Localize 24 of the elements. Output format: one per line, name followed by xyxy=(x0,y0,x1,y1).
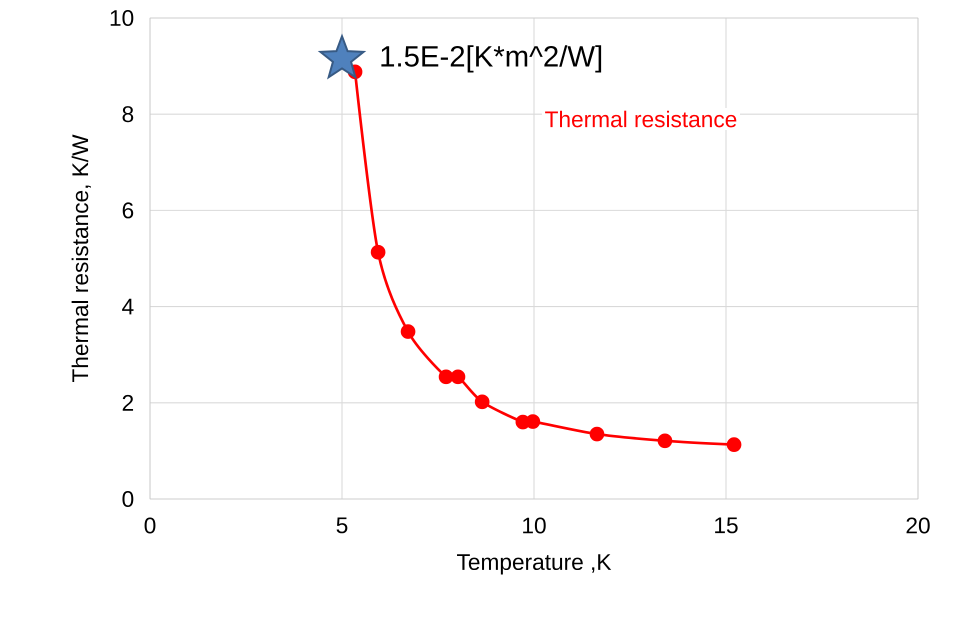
point xyxy=(438,369,454,384)
y-tick-label: 6 xyxy=(122,202,134,218)
annotation: 1.5E-2[K*m^2/W] xyxy=(381,45,602,73)
y-axis-title: Thermal resistance, K/W xyxy=(72,134,91,382)
y-tick-label: 8 xyxy=(122,106,134,122)
x-tick-label: 5 xyxy=(336,517,348,534)
point xyxy=(658,433,672,448)
point xyxy=(400,324,416,339)
point xyxy=(590,426,604,442)
text: Thermal resistance xyxy=(545,110,736,128)
x-tick-label: 0 xyxy=(144,517,156,534)
y-tick-label: 10 xyxy=(110,10,134,26)
point xyxy=(450,369,466,384)
point xyxy=(526,414,540,429)
point xyxy=(726,437,742,452)
x-tick-label: 20 xyxy=(906,517,930,534)
x-axis-title: Temperature ,K xyxy=(457,554,612,575)
point xyxy=(474,394,490,410)
point xyxy=(370,244,386,260)
y-tick-label: 0 xyxy=(122,490,134,508)
x-tick-label: 10 xyxy=(523,517,546,534)
x-tick-label: 15 xyxy=(715,517,738,534)
y-tick-label: 4 xyxy=(122,298,134,314)
y-tick-label: 2 xyxy=(122,394,134,411)
